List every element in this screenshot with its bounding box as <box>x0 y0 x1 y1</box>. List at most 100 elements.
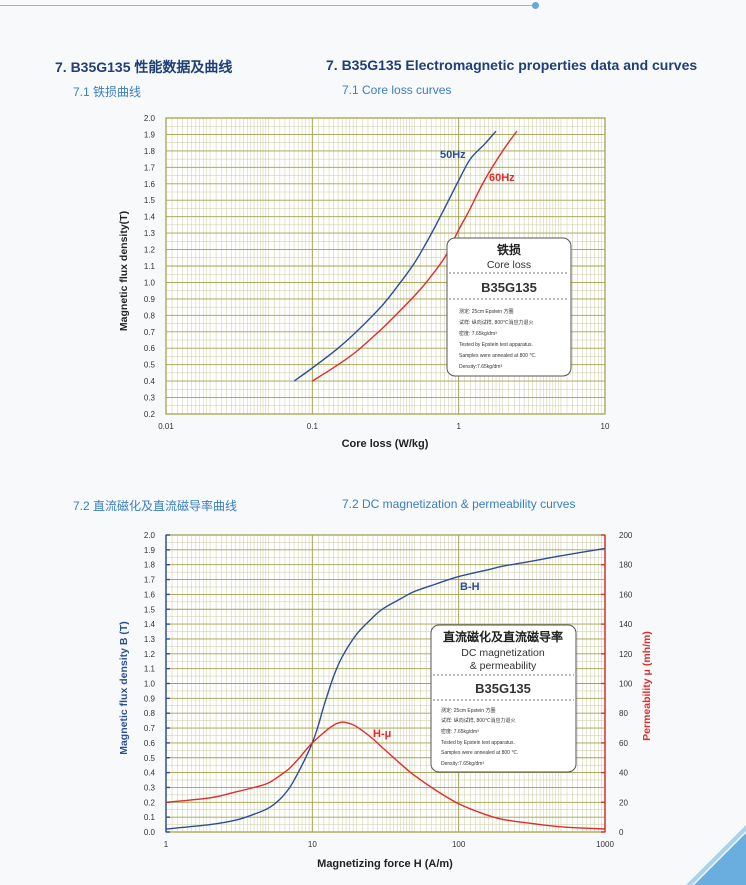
core-loss-ylabel: Magnetic flux density(T) <box>118 211 130 331</box>
y-tick-label: 0.5 <box>144 754 156 763</box>
y-tick-label: 1.7 <box>144 576 156 585</box>
y-tick-label: 0.4 <box>144 377 156 386</box>
corner-decoration <box>686 825 746 885</box>
y-tick-label: 1.8 <box>144 561 156 570</box>
x-tick-label: 1 <box>164 840 169 849</box>
legend2-title-cn: 直流磁化及直流磁导率 <box>443 629 563 644</box>
y-tick-label: 0.1 <box>144 813 156 822</box>
core-loss-series <box>293 130 518 382</box>
y2-tick-label: 60 <box>619 739 628 748</box>
y2-tick-label: 80 <box>619 709 628 718</box>
y-tick-label: 0.2 <box>144 410 156 419</box>
y-tick-label: 0.8 <box>144 709 156 718</box>
y-tick-label: 0.5 <box>144 361 156 370</box>
y2-tick-label: 200 <box>619 531 633 540</box>
x-tick-label: 1000 <box>596 840 614 849</box>
cn-section-title: 7. B35G135 性能数据及曲线 <box>55 59 233 75</box>
y-tick-label: 2.0 <box>144 531 156 540</box>
legend1-note: Tested by Epstein test apparatus. <box>459 342 533 348</box>
legend2-grade: B35G135 <box>475 681 531 696</box>
series-line-50Hz <box>293 130 497 382</box>
legend2-note: 密度: 7.65kg/dm³ <box>441 728 479 735</box>
y-tick-label: 0.8 <box>144 311 156 320</box>
y-tick-label: 1.6 <box>144 590 156 599</box>
y2-tick-label: 100 <box>619 680 633 689</box>
y-tick-label: 0.0 <box>144 828 156 837</box>
legend2-note: 测定: 25cm Epstein 方圈 <box>441 707 495 714</box>
y-tick-label: 0.6 <box>144 344 156 353</box>
y2-tick-label: 120 <box>619 650 633 659</box>
x-tick-label: 10 <box>308 840 317 849</box>
x-tick-label: 10 <box>601 422 610 431</box>
y2-tick-label: 20 <box>619 798 628 807</box>
y-tick-label: 1.7 <box>144 163 156 172</box>
y-tick-label: 0.6 <box>144 739 156 748</box>
y-tick-label: 1.1 <box>144 665 156 674</box>
core-loss-label-60hz: 60Hz <box>489 172 515 184</box>
y-tick-label: 0.7 <box>144 724 156 733</box>
series-line-H-μ <box>165 721 606 830</box>
legend2-note: Density:7.65kg/dm³ <box>441 761 484 767</box>
core-loss-legend-box: 铁损 Core loss B35G135 测定: 25cm Epstein 方圈… <box>446 237 572 377</box>
y2-tick-label: 0 <box>619 828 624 837</box>
y-tick-label: 0.2 <box>144 798 156 807</box>
dc-label-hmu: H-μ <box>373 728 391 740</box>
y-tick-label: 0.9 <box>144 295 156 304</box>
y-tick-label: 1.2 <box>144 246 156 255</box>
y2-tick-label: 160 <box>619 590 633 599</box>
legend2-title-en1: DC magnetization <box>461 647 545 659</box>
legend1-grade: B35G135 <box>481 280 537 295</box>
core-loss-chart: 0.2 0.3 0.4 0.5 0.6 0.7 0.8 0.9 1.0 1.1 1.2 1.3 1.4 1… <box>118 114 610 450</box>
series-line-60Hz <box>311 130 518 382</box>
legend1-note: 试样: 纵向试样, 800℃消应力退火 <box>459 319 534 326</box>
y2-tick-label: 180 <box>619 561 633 570</box>
y-tick-label: 0.9 <box>144 694 156 703</box>
core-loss-ticks: 0.2 0.3 0.4 0.5 0.6 0.7 0.8 0.9 1.0 1.1 1.2 1.3 1.4 1… <box>144 114 610 431</box>
y-tick-label: 1.3 <box>144 635 156 644</box>
y-tick-label: 1.2 <box>144 650 156 659</box>
cn-subtitle-dc-magnetization: 7.2 直流磁化及直流磁导率曲线 <box>73 499 238 513</box>
header-dot <box>532 2 539 9</box>
y-tick-label: 1.1 <box>144 262 156 271</box>
x-tick-label: 100 <box>452 840 466 849</box>
y-tick-label: 1.3 <box>144 229 156 238</box>
dc-xlabel: Magnetizing force H (A/m) <box>317 858 453 870</box>
legend2-note: Tested by Epstein test apparatus. <box>441 740 515 746</box>
x-tick-label: 0.1 <box>307 422 319 431</box>
series-line-B-H <box>165 547 606 830</box>
legend1-title-cn: 铁损 <box>497 242 521 257</box>
en-subtitle-dc-magnetization: 7.2 DC magnetization & permeability curv… <box>342 497 576 511</box>
legend1-note: Density:7.65kg/dm³ <box>459 364 502 370</box>
header-rule <box>0 5 536 6</box>
y-tick-label: 1.9 <box>144 546 156 555</box>
core-loss-label-50hz: 50Hz <box>440 149 466 161</box>
y-tick-label: 0.4 <box>144 769 156 778</box>
y-tick-label: 1.5 <box>144 605 156 614</box>
y2-tick-label: 140 <box>619 620 633 629</box>
dc-ylabel-left: Magnetic flux density B (T) <box>118 621 130 755</box>
core-loss-xlabel: Core loss (W/kg) <box>342 438 429 450</box>
y-tick-label: 1.0 <box>144 680 156 689</box>
dc-ylabel-right: Permeability μ (mh/m) <box>641 631 653 741</box>
cn-subtitle-core-loss: 7.1 铁损曲线 <box>73 85 142 99</box>
legend1-note: 密度: 7.65kg/dm³ <box>459 330 497 337</box>
y-tick-label: 1.0 <box>144 278 156 287</box>
legend2-title-en2: & permeability <box>470 660 537 672</box>
x-tick-label: 0.01 <box>158 422 174 431</box>
legend1-note: Samples were annealed at 800 ℃. <box>459 353 536 359</box>
y-tick-label: 1.6 <box>144 180 156 189</box>
y-tick-label: 1.9 <box>144 130 156 139</box>
x-tick-label: 1 <box>456 422 461 431</box>
y-tick-label: 1.4 <box>144 620 156 629</box>
en-section-title: 7. B35G135 Electromagnetic properties da… <box>326 57 698 73</box>
y-tick-label: 0.7 <box>144 328 156 337</box>
legend2-note: 试样: 纵向试样, 800℃消应力退火 <box>441 717 516 724</box>
y-tick-label: 1.8 <box>144 147 156 156</box>
en-subtitle-core-loss: 7.1 Core loss curves <box>342 83 452 97</box>
legend2-note: Samples were annealed at 800 ℃. <box>441 750 518 756</box>
dc-series <box>165 547 606 830</box>
y-tick-label: 0.3 <box>144 394 156 403</box>
y-tick-label: 1.4 <box>144 213 156 222</box>
y-tick-label: 0.3 <box>144 783 156 792</box>
